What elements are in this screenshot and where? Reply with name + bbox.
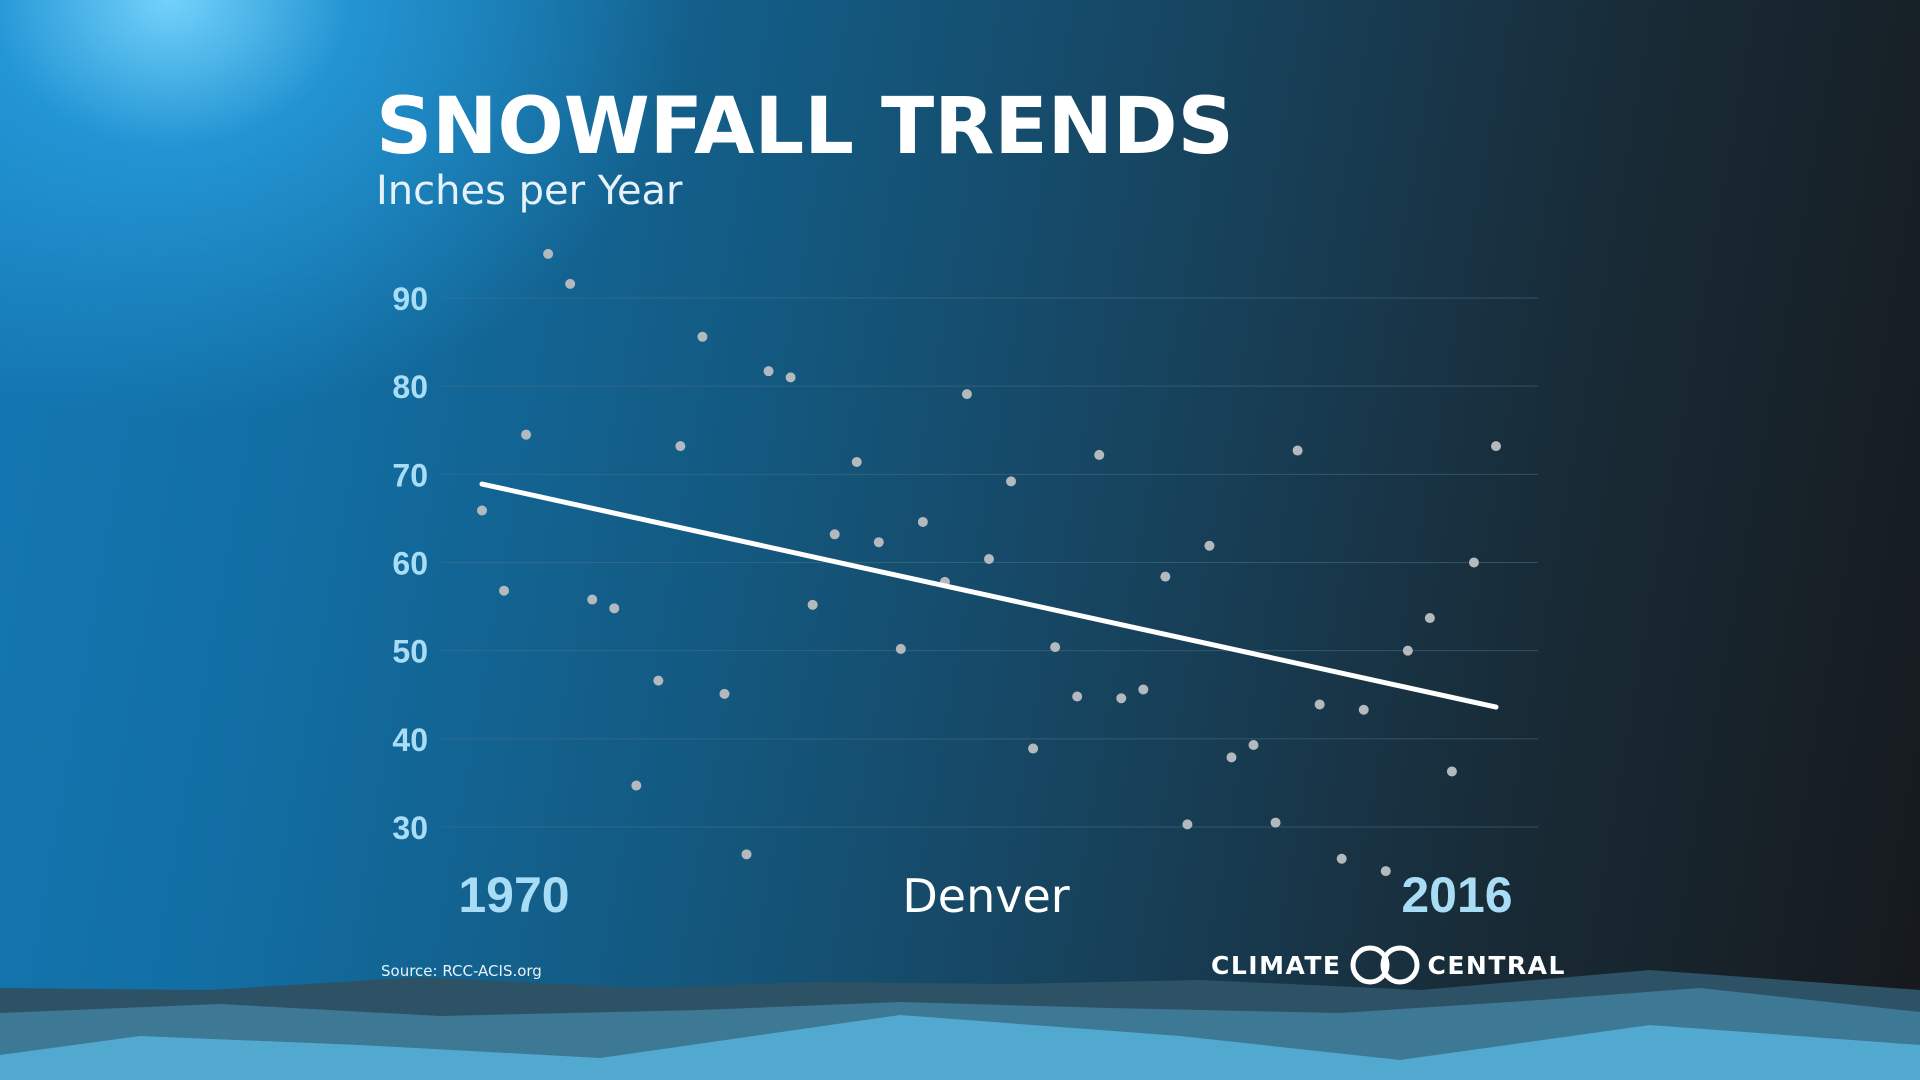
data-point	[697, 331, 708, 342]
data-point	[587, 594, 598, 605]
data-point	[873, 537, 884, 548]
data-point	[1380, 866, 1391, 877]
data-point	[741, 849, 752, 860]
data-point	[1358, 704, 1369, 715]
data-point	[1006, 476, 1017, 487]
data-point	[1270, 817, 1281, 828]
data-point	[1138, 684, 1149, 695]
wave-front	[0, 1015, 1920, 1080]
data-point	[1028, 743, 1039, 754]
data-point	[1160, 571, 1171, 582]
data-point	[807, 599, 818, 610]
logo-text-right: CENTRAL	[1427, 950, 1566, 980]
data-point	[477, 505, 487, 516]
data-point	[1094, 449, 1105, 460]
trend-line-group	[479, 481, 1499, 710]
location-label: Denver	[902, 869, 1069, 923]
logo-rings-icon	[1350, 945, 1419, 985]
source-credit: Source: RCC-ACIS.org	[381, 962, 542, 980]
data-point	[763, 366, 774, 377]
data-point	[675, 441, 686, 452]
logo-text-left: CLIMATE	[1211, 950, 1342, 980]
data-point	[1314, 699, 1325, 710]
data-point	[609, 603, 620, 614]
climate-central-logo: CLIMATE CENTRAL	[1211, 944, 1566, 986]
trend-line	[479, 481, 1499, 710]
y-tick-label: 40	[392, 722, 428, 758]
y-tick-label: 90	[392, 281, 428, 317]
y-tick-label: 50	[392, 634, 428, 670]
data-point	[1226, 752, 1237, 763]
data-point	[631, 780, 642, 791]
y-axis-ticks: 90 80 70 60 50 40 30	[392, 281, 428, 846]
data-point	[521, 429, 532, 440]
x-start-label: 1970	[458, 867, 569, 923]
data-point	[1402, 645, 1413, 656]
data-points	[477, 248, 1501, 877]
y-tick-label: 60	[392, 546, 428, 582]
y-tick-label: 30	[392, 810, 428, 846]
data-point	[1491, 441, 1501, 452]
data-point	[984, 553, 994, 564]
page-subtitle: Inches per Year	[376, 168, 683, 214]
data-point	[499, 585, 510, 596]
data-point	[917, 516, 928, 527]
data-point	[1050, 642, 1061, 653]
data-point	[785, 372, 796, 383]
data-point	[565, 278, 576, 289]
data-point	[961, 389, 972, 400]
x-end-label: 2016	[1401, 867, 1512, 923]
data-point	[543, 248, 554, 259]
data-point	[1336, 853, 1347, 864]
data-point	[1248, 740, 1259, 751]
data-point	[1292, 445, 1303, 456]
data-point	[1182, 819, 1193, 830]
y-tick-label: 70	[392, 457, 428, 493]
data-point	[1204, 540, 1215, 551]
data-point	[829, 529, 840, 540]
data-point	[1116, 693, 1127, 704]
page-title: SNOWFALL TRENDS	[376, 82, 1234, 172]
y-tick-label: 80	[392, 369, 428, 405]
data-point	[1072, 691, 1083, 702]
data-point	[653, 675, 664, 686]
data-point	[851, 456, 862, 467]
data-point	[1446, 766, 1457, 777]
data-point	[1424, 613, 1435, 624]
data-point	[1468, 557, 1479, 568]
data-point	[895, 643, 906, 654]
data-point	[719, 688, 730, 699]
